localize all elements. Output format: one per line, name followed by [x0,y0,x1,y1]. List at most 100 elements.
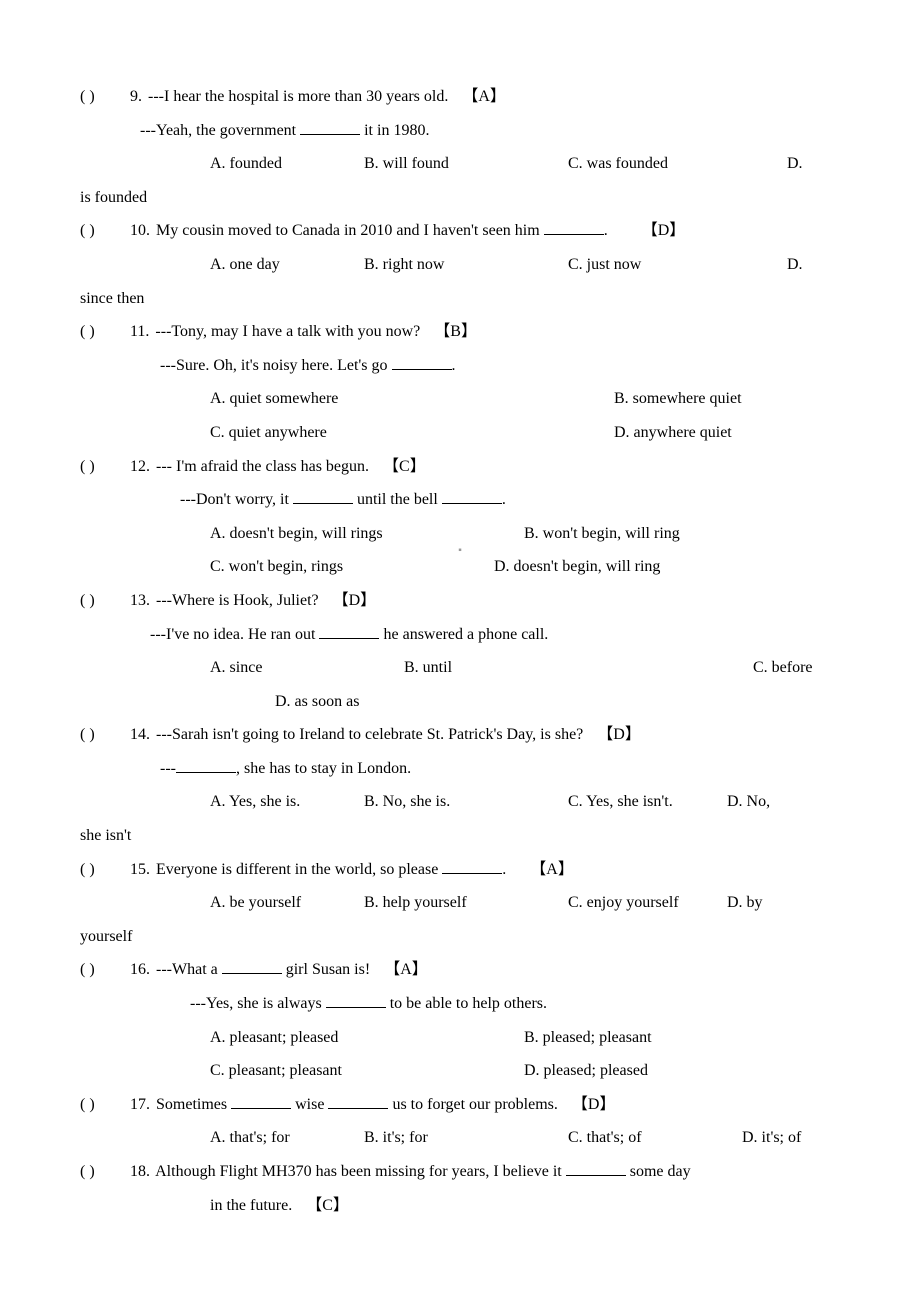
blank [392,357,452,370]
text-pre: ---Yes, she is always [190,995,326,1012]
option-b: B. No, she is. [364,785,564,819]
question-10: ( )10. My cousin moved to Canada in 2010… [80,214,840,248]
question-16-line2: ---Yes, she is always to be able to help… [190,987,840,1021]
option-b: B. won't begin, will ring [524,517,680,551]
text-pre: Everyone is different in the world, so p… [156,861,442,878]
option-c: C. Yes, she isn't. [568,785,723,819]
question-12-options-row1: A. doesn't begin, will rings B. won't be… [210,517,840,551]
option-d: D. [787,147,803,181]
text-pre: My cousin moved to Canada in 2010 and I … [156,222,544,239]
text-post: girl Susan is! [282,961,370,978]
question-16-options-row1: A. pleasant; pleased B. pleased; pleasan… [210,1021,840,1055]
question-9: ( )9. ---I hear the hospital is more tha… [80,80,840,114]
question-number: 9. [130,88,142,105]
option-a: A. be yourself [210,886,360,920]
text-post: it in 1980. [360,122,429,139]
question-17: ( )17. Sometimes wise us to forget our p… [80,1088,840,1122]
text-post: . [604,222,608,239]
blank [300,122,360,135]
option-c: C. enjoy yourself [568,886,723,920]
option-b: B. somewhere quiet [614,382,742,416]
option-a: A. quiet somewhere [210,382,610,416]
text-pre: ---I've no idea. He ran out [150,626,319,643]
question-text: ---I hear the hospital is more than 30 y… [148,88,448,105]
option-b: B. help yourself [364,886,564,920]
question-11-options-row2: C. quiet anywhere D. anywhere quiet [210,416,840,450]
question-13-options-row1: A. since B. until C. before [210,651,840,685]
option-d: D. pleased; pleased [524,1054,648,1088]
paren: ( ) [80,1088,130,1122]
option-c: C. that's; of [568,1121,738,1155]
blank [176,760,236,773]
text-pre: ---Sure. Oh, it's noisy here. Let's go [160,357,392,374]
blank [442,861,502,874]
answer-key: 【C】 [306,1197,349,1214]
option-b: B. right now [364,248,564,282]
text-post: . [502,861,506,878]
question-11-options-row1: A. quiet somewhere B. somewhere quiet [210,382,840,416]
option-c: C. pleasant; pleasant [210,1054,520,1088]
question-14: ( )14. ---Sarah isn't going to Ireland t… [80,718,840,752]
paren: ( ) [80,584,130,618]
question-13-line2: ---I've no idea. He ran out he answered … [150,618,840,652]
question-12-line2: ---Don't worry, it until the bell . [180,483,840,517]
question-16: ( )16. ---What a girl Susan is! 【A】 [80,953,840,987]
text-pre: Although Flight MH370 has been missing f… [155,1163,566,1180]
document-page: ( ) 9. ---I hear the hospital is more tha… [0,0,920,1302]
question-number: 14. [130,726,150,743]
question-number: 11. [130,323,149,340]
option-d: D. doesn't begin, will ring [494,550,660,584]
option-c: C. just now [568,248,783,282]
answer-key: 【A】 [530,861,574,878]
blank [231,1096,291,1109]
paren: ( ) [80,1155,130,1189]
question-10-options: A. one day B. right now C. just now D. [210,248,840,282]
question-14-cont: she isn't [80,819,840,853]
option-d: D. as soon as [275,685,359,719]
answer-key: 【D】 [597,726,641,743]
blank [566,1163,626,1176]
question-12: ( )12. --- I'm afraid the class has begu… [80,450,840,484]
option-b: B. until [404,651,749,685]
option-a: A. one day [210,248,360,282]
question-number: 17. [130,1096,150,1113]
question-16-options-row2: C. pleasant; pleasant D. pleased; please… [210,1054,840,1088]
question-11-line2: ---Sure. Oh, it's noisy here. Let's go . [160,349,840,383]
question-11: ( )11. ---Tony, may I have a talk with y… [80,315,840,349]
option-d: D. anywhere quiet [614,416,732,450]
question-9-options: A. founded B. will found C. was founded … [210,147,840,181]
question-13-options-row2: D. as soon as [275,685,840,719]
question-number: 10. [130,222,150,239]
text-post: some day [626,1163,691,1180]
text-post: , she has to stay in London. [236,760,411,777]
option-b: B. it's; for [364,1121,564,1155]
option-a: A. doesn't begin, will rings [210,517,520,551]
question-18: ( )18. Although Flight MH370 has been mi… [80,1155,840,1189]
option-b: B. will found [364,147,564,181]
question-18-line2: in the future. 【C】 [210,1189,840,1223]
option-a: A. that's; for [210,1121,360,1155]
question-number: 18. [130,1163,150,1180]
question-text: ---Sarah isn't going to Ireland to celeb… [156,726,583,743]
text-pre: --- [160,760,176,777]
question-15-options: A. be yourself B. help yourself C. enjoy… [210,886,840,920]
paren: ( ) [80,450,130,484]
option-d: D. [787,248,803,282]
text-pre: ---What a [156,961,222,978]
question-text: ---Where is Hook, Juliet? [156,592,319,609]
answer-key: 【D】 [642,222,686,239]
question-number: 12. [130,458,150,475]
text-pre: ---Yeah, the government [140,122,300,139]
paren: ( ) [80,718,130,752]
question-17-options: A. that's; for B. it's; for C. that's; o… [210,1121,840,1155]
answer-key: 【A】 [384,961,428,978]
answer-key: 【D】 [572,1096,616,1113]
question-9-line2: ---Yeah, the government it in 1980. [140,114,840,148]
answer-key: 【B】 [434,323,477,340]
option-a: A. founded [210,147,360,181]
text: in the future. [210,1197,292,1214]
option-b: B. pleased; pleasant [524,1021,652,1055]
watermark-dot: ▪ [457,540,463,546]
question-number: 16. [130,961,150,978]
option-d: D. it's; of [742,1121,801,1155]
